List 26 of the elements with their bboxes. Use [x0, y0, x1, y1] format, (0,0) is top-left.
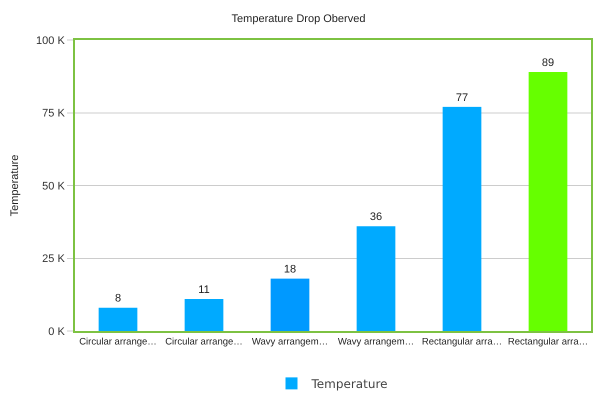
- y-tick-label: 0 K: [48, 326, 66, 338]
- data-label: 11: [198, 284, 210, 296]
- bar: [442, 106, 482, 331]
- x-tick-label: Rectangular arra…: [422, 336, 502, 348]
- data-label: 8: [114, 292, 122, 305]
- data-label: 18: [284, 264, 296, 276]
- chart-title: Temperature Drop Oberved: [232, 12, 366, 25]
- x-tick-label: Rectangular arra…: [508, 336, 588, 348]
- bar: [270, 278, 310, 331]
- y-tick-label: 100 K: [36, 34, 66, 47]
- y-tick-label: 75 K: [42, 108, 66, 120]
- y-axis-title: Temperature: [9, 154, 22, 216]
- bar: [528, 72, 568, 331]
- legend-label: Temperature: [310, 377, 388, 392]
- x-tick-label: Circular arrange…: [79, 336, 157, 348]
- y-tick-label: 50 K: [42, 180, 66, 192]
- bar: [184, 298, 224, 331]
- data-label: 89: [542, 57, 554, 70]
- data-label: 77: [456, 92, 468, 104]
- x-tick-label: Wavy arrangem…: [338, 336, 414, 348]
- y-tick-label: 25 K: [42, 253, 66, 266]
- x-tick-label: Circular arrange…: [165, 336, 243, 348]
- data-label: 36: [370, 211, 382, 224]
- bar: [98, 308, 138, 331]
- bar: [356, 226, 396, 331]
- x-tick-label: Wavy arrangem…: [252, 336, 328, 348]
